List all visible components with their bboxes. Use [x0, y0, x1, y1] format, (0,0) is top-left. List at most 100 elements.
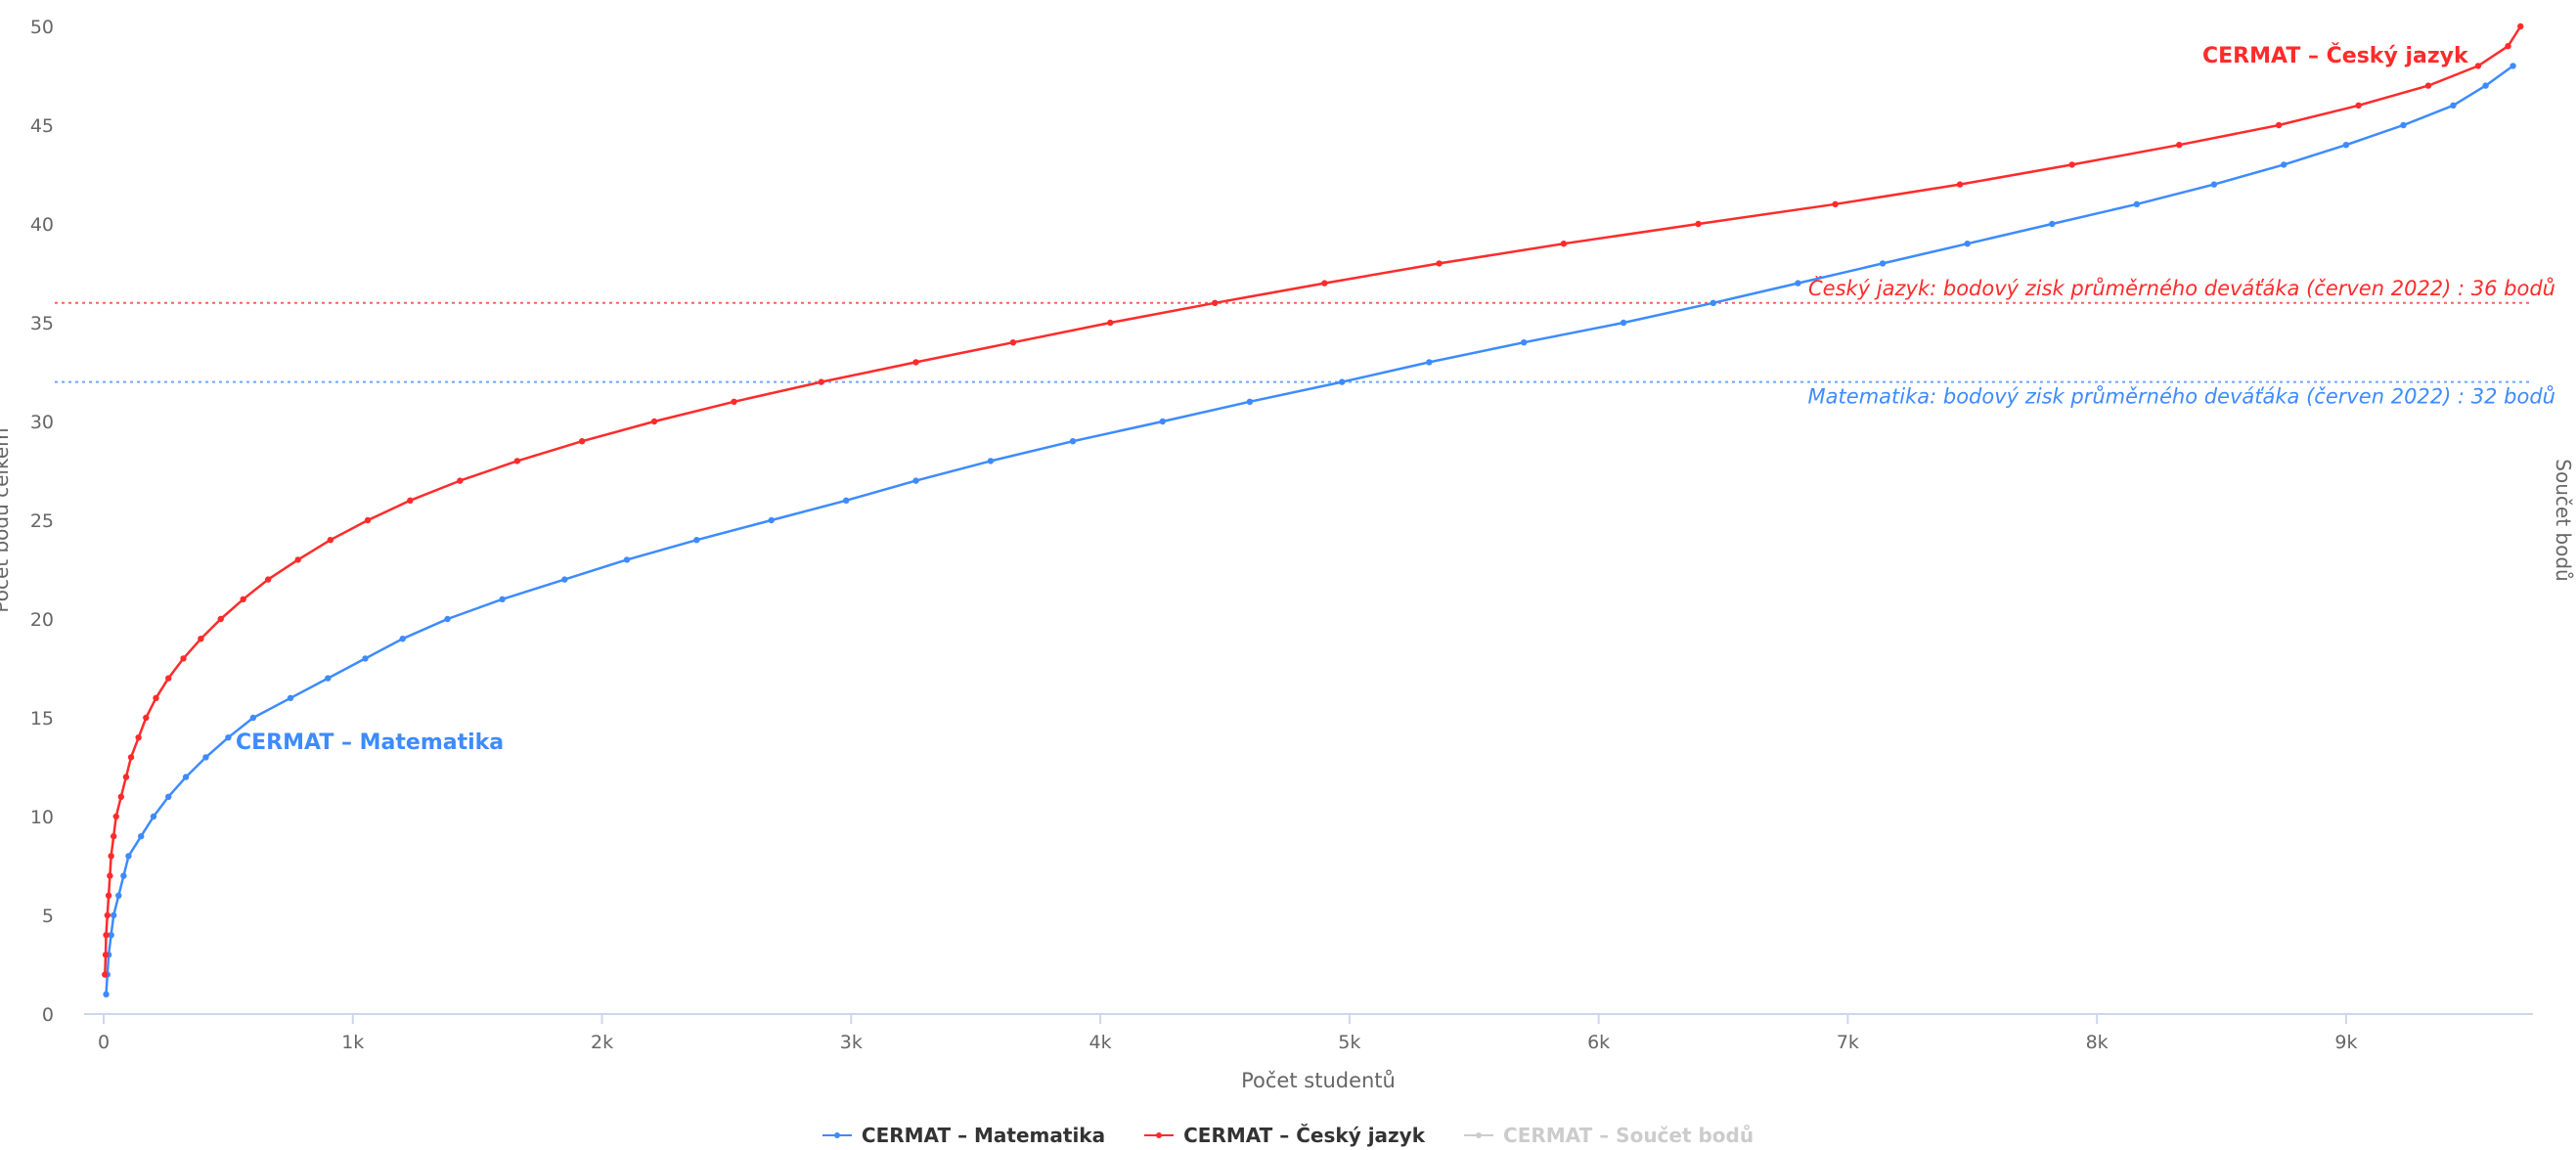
data-point	[623, 556, 631, 563]
data-point	[217, 615, 224, 623]
data-point	[264, 576, 272, 583]
legend-marker-icon	[1144, 1128, 1175, 1142]
data-point	[1426, 359, 1433, 366]
data-point	[407, 497, 414, 504]
data-point	[1436, 260, 1443, 267]
data-point	[198, 636, 204, 642]
data-point	[135, 734, 142, 741]
data-point	[2450, 102, 2457, 110]
data-point	[2068, 161, 2075, 168]
data-point	[1879, 260, 1887, 267]
data-point	[1212, 299, 1219, 306]
data-point	[1710, 299, 1717, 306]
legend-item-matematika[interactable]: CERMAT – Matematika	[822, 1124, 1105, 1147]
y-tick-label: 35	[30, 313, 54, 334]
data-point	[1159, 418, 1166, 425]
data-point	[912, 477, 919, 484]
y-tick-label: 10	[30, 807, 54, 828]
data-point	[2509, 63, 2516, 69]
x-tick-label: 3k	[840, 1032, 863, 1053]
data-point	[1246, 398, 1254, 405]
x-tick-label: 5k	[1338, 1032, 1360, 1053]
data-point	[399, 636, 406, 642]
x-tick-label: 6k	[1587, 1032, 1610, 1053]
data-point	[107, 872, 113, 879]
data-point	[578, 438, 586, 445]
y-tick-label: 40	[30, 214, 54, 236]
data-point	[143, 714, 150, 722]
data-point	[108, 932, 114, 939]
y-tick-label: 30	[30, 412, 54, 433]
data-point	[108, 853, 114, 860]
legend-label: CERMAT – Součet bodů	[1503, 1124, 1754, 1147]
legend-item-cesky-jazyk[interactable]: CERMAT – Český jazyk	[1144, 1124, 1425, 1147]
data-point	[1695, 220, 1702, 228]
data-point	[294, 556, 301, 563]
y-axis-right-title: Součet bodů	[2552, 459, 2575, 581]
data-point	[1009, 339, 1017, 346]
data-point	[843, 497, 850, 504]
data-point	[987, 458, 995, 464]
data-point	[110, 911, 117, 919]
legend-marker-icon	[1464, 1128, 1494, 1142]
x-tick-label: 2k	[591, 1032, 613, 1053]
legend-item-soucet-bodu[interactable]: CERMAT – Součet bodů	[1464, 1124, 1754, 1147]
x-tick-label: 7k	[1837, 1032, 1859, 1053]
data-point	[2482, 82, 2489, 89]
data-point	[120, 872, 127, 879]
data-point	[165, 675, 172, 682]
data-point	[362, 655, 369, 662]
reference-line-label: Český jazyk: bodový zisk průměrného devá…	[1808, 276, 2555, 300]
data-point	[364, 516, 372, 524]
data-point	[912, 359, 919, 366]
data-point	[2474, 63, 2482, 69]
data-point	[561, 576, 568, 583]
data-point	[103, 932, 110, 939]
data-point	[2133, 200, 2141, 207]
x-tick-label: 4k	[1089, 1032, 1112, 1053]
data-point	[1069, 438, 1077, 445]
data-point	[2400, 121, 2407, 129]
data-point	[2281, 161, 2287, 168]
series-label-cesky-jazyk: CERMAT – Český jazyk	[2202, 43, 2469, 68]
data-point	[110, 833, 117, 840]
y-tick-label: 5	[42, 906, 54, 927]
data-point	[2275, 121, 2283, 129]
data-point	[112, 813, 119, 820]
data-point	[240, 596, 246, 602]
data-point	[2342, 142, 2350, 149]
y-tick-label: 0	[42, 1004, 54, 1026]
data-point	[1964, 241, 1971, 247]
y-tick-label: 20	[30, 609, 54, 631]
data-point	[102, 951, 110, 958]
data-point	[122, 774, 130, 780]
data-point	[105, 892, 112, 899]
x-tick-label: 9k	[2334, 1032, 2357, 1053]
data-point	[103, 991, 110, 997]
data-point	[693, 537, 700, 544]
legend-label: CERMAT – Český jazyk	[1183, 1124, 1426, 1147]
legend-label: CERMAT – Matematika	[861, 1124, 1106, 1147]
data-point	[180, 655, 187, 662]
data-point	[444, 615, 451, 623]
x-tick-label: 1k	[341, 1032, 364, 1053]
data-point	[249, 714, 257, 722]
data-point	[768, 516, 775, 524]
y-axis-title: Počet bodů celkem	[0, 427, 13, 612]
x-tick-label: 0	[98, 1032, 110, 1053]
y-tick-label: 25	[30, 510, 54, 532]
data-point	[138, 833, 145, 840]
data-point	[325, 675, 332, 682]
data-point	[1560, 241, 1568, 247]
series-label-matematika: CERMAT – Matematika	[236, 730, 504, 755]
data-point	[287, 694, 294, 701]
data-point	[1339, 378, 1346, 385]
x-axis-title: Počet studentů	[1241, 1069, 1396, 1092]
reference-lines: Český jazyk: bodový zisk průměrného devá…	[55, 276, 2555, 409]
legend: CERMAT – Matematika CERMAT – Český jazyk…	[0, 1121, 2576, 1150]
line-chart: 0 1k 2k 3k 4k 5k 6k 7k 8k 9k05101520253035404550 …	[0, 17, 2575, 1092]
data-point	[2210, 181, 2218, 188]
data-point	[818, 378, 824, 385]
reference-line-label: Matematika: bodový zisk průměrného deváť…	[1808, 384, 2555, 409]
labels-group: CERMAT – Matematika CERMAT – Český jazyk	[236, 43, 2469, 755]
